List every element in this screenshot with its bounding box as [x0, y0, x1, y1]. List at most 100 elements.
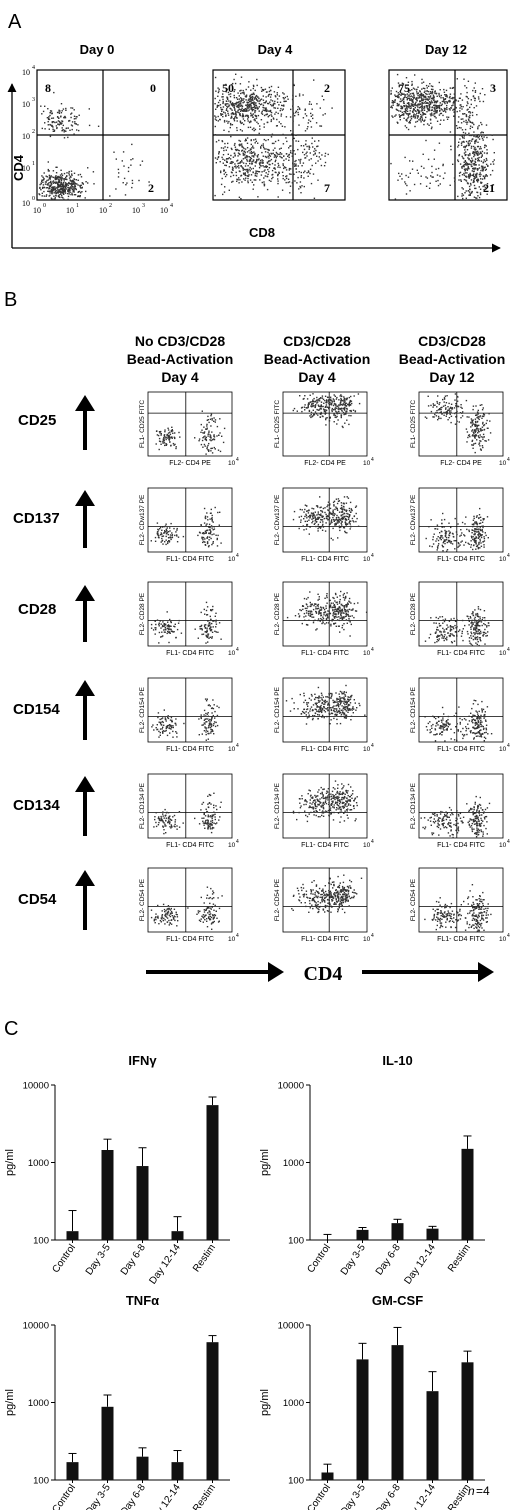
event-dot	[446, 116, 448, 118]
event-dot	[52, 189, 54, 191]
event-dot	[429, 113, 432, 115]
event-dot	[474, 418, 477, 420]
event-dot	[202, 532, 204, 534]
event-dot	[131, 182, 134, 184]
event-dot	[51, 176, 53, 178]
event-dot	[167, 435, 169, 437]
event-dot	[285, 153, 288, 155]
event-dot	[285, 177, 288, 180]
event-dot	[314, 511, 316, 513]
event-dot	[453, 100, 456, 102]
event-dot	[453, 93, 456, 95]
event-dot	[421, 111, 424, 114]
event-dot	[480, 519, 482, 521]
event-dot	[350, 415, 352, 417]
event-dot	[211, 519, 213, 521]
event-dot	[320, 125, 323, 127]
event-dot	[478, 543, 480, 546]
event-dot	[432, 96, 435, 98]
event-dot	[478, 443, 480, 445]
event-dot	[444, 395, 447, 397]
event-dot	[312, 517, 314, 520]
event-dot	[419, 101, 421, 103]
event-dot	[343, 496, 346, 498]
event-dot	[274, 103, 276, 105]
event-dot	[82, 182, 84, 185]
event-dot	[206, 537, 208, 539]
event-dot	[417, 109, 419, 112]
event-dot	[468, 637, 471, 639]
event-dot	[476, 169, 479, 171]
event-dot	[408, 106, 410, 109]
event-dot	[471, 134, 473, 136]
event-dot	[450, 107, 453, 109]
event-dot	[305, 528, 308, 530]
event-dot	[330, 512, 332, 515]
event-dot	[167, 537, 170, 539]
event-dot	[303, 171, 305, 174]
event-dot	[306, 407, 308, 409]
event-dot	[277, 180, 279, 182]
event-dot	[68, 193, 70, 195]
event-dot	[439, 112, 442, 115]
event-dot	[154, 633, 156, 635]
event-dot	[391, 100, 394, 102]
x-tick-exp: 1	[76, 203, 79, 209]
event-dot	[55, 175, 57, 177]
event-dot	[305, 610, 308, 612]
event-dot	[325, 417, 327, 419]
event-dot	[176, 541, 179, 543]
event-dot	[321, 619, 323, 621]
event-dot	[113, 151, 115, 153]
event-dot	[325, 404, 328, 406]
event-dot	[484, 532, 486, 534]
event-dot	[251, 110, 254, 112]
event-dot	[214, 419, 217, 421]
event-dot	[465, 164, 467, 166]
event-dot	[410, 103, 412, 105]
event-dot	[423, 102, 426, 104]
event-dot	[62, 189, 64, 192]
event-dot	[255, 98, 258, 100]
event-dot	[158, 642, 160, 644]
event-dot	[227, 91, 230, 94]
event-dot	[484, 187, 486, 189]
column-header-line: Bead-Activation	[264, 351, 371, 367]
event-dot	[420, 121, 422, 123]
event-dot	[242, 169, 244, 171]
event-dot	[283, 100, 285, 103]
event-dot	[160, 627, 162, 629]
event-dot	[472, 122, 474, 124]
event-dot	[474, 521, 476, 523]
event-dot	[41, 195, 43, 197]
event-dot	[217, 87, 219, 89]
event-dot	[480, 181, 482, 183]
event-dot	[469, 176, 471, 178]
event-dot	[336, 509, 339, 511]
event-dot	[415, 89, 418, 91]
event-dot	[237, 179, 239, 181]
event-dot	[257, 170, 259, 173]
event-dot	[400, 107, 402, 110]
event-dot	[251, 128, 254, 131]
event-dot	[263, 185, 266, 187]
quadrant-lr-value: 21	[483, 181, 495, 195]
event-dot	[166, 532, 168, 535]
event-dot	[244, 156, 246, 158]
event-dot	[453, 540, 455, 542]
event-dot	[53, 91, 55, 94]
event-dot	[253, 179, 255, 181]
event-dot	[430, 127, 433, 130]
event-dot	[39, 186, 41, 189]
event-dot	[438, 625, 441, 627]
event-dot	[420, 92, 422, 95]
event-dot	[314, 520, 316, 522]
event-dot	[403, 93, 405, 95]
event-dot	[257, 196, 259, 198]
event-dot	[457, 144, 460, 146]
event-dot	[306, 517, 308, 519]
event-dot	[492, 163, 495, 165]
event-dot	[60, 193, 62, 195]
event-dot	[245, 94, 248, 96]
